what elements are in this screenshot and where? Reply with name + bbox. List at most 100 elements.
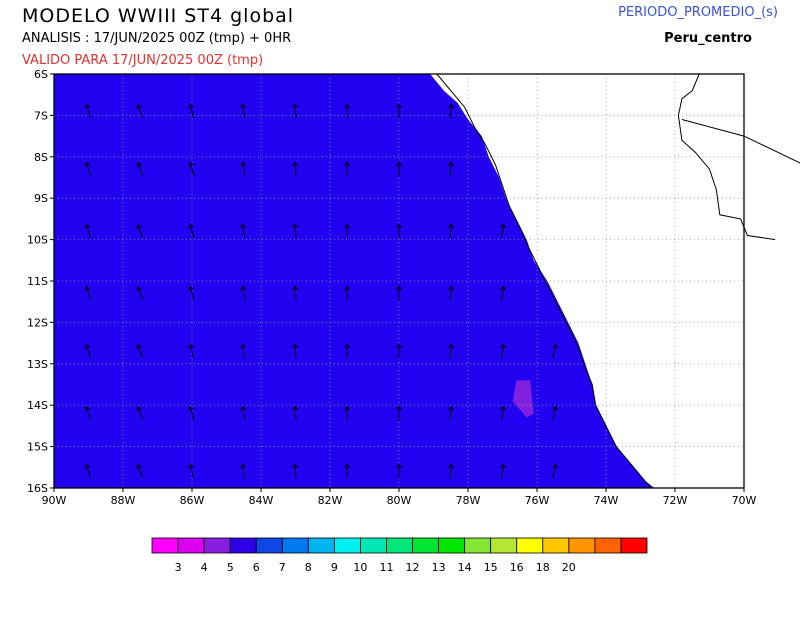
wave-direction-arrow (136, 103, 144, 119)
lat-tick-label: 16S (27, 482, 48, 495)
colorbar-label: 16 (510, 561, 524, 574)
region-name: Peru_centro (664, 31, 752, 46)
wave-direction-arrow (292, 161, 299, 177)
wave-direction-arrow (552, 463, 558, 479)
wave-direction-arrow (500, 405, 506, 421)
colorbar-label: 8 (305, 561, 312, 574)
wave-direction-arrow (344, 463, 351, 479)
wave-direction-arrow (552, 343, 558, 359)
colorbar-label: 20 (562, 561, 576, 574)
low-period-patch (512, 380, 534, 418)
lon-tick-label: 90W (42, 494, 67, 507)
colorbar-label: 7 (279, 561, 286, 574)
colorbar-swatch (568, 537, 596, 554)
colorbar-label: 6 (253, 561, 260, 574)
wave-direction-arrow (188, 343, 195, 359)
wave-direction-arrow (292, 103, 299, 119)
colorbar-label: 11 (380, 561, 394, 574)
wave-direction-arrow (84, 161, 92, 177)
wave-direction-arrow (448, 463, 454, 479)
lon-tick-label: 76W (525, 494, 550, 507)
lon-tick-label: 80W (387, 494, 412, 507)
wave-direction-arrow (84, 406, 92, 421)
wave-direction-arrow (240, 285, 247, 301)
wave-direction-arrow (84, 463, 92, 479)
wave-direction-arrow (344, 161, 351, 177)
colorbar-label: 12 (406, 561, 420, 574)
country-border (681, 119, 800, 164)
chart-title: MODELO WWIII ST4 global (22, 5, 295, 27)
wave-direction-arrow (344, 285, 351, 301)
wave-direction-arrow (240, 223, 247, 239)
wave-direction-arrow (344, 103, 351, 119)
wave-direction-arrow (396, 343, 402, 359)
wave-direction-arrow (396, 103, 402, 119)
wave-direction-arrow (240, 103, 247, 119)
colorbar-swatch (464, 537, 492, 554)
lat-tick-label: 7S (34, 109, 48, 122)
wave-direction-arrow (396, 463, 402, 479)
wave-direction-arrow (240, 161, 247, 177)
wave-direction-arrow (292, 223, 299, 239)
analysis-time: ANALISIS : 17/JUN/2025 00Z (tmp) + 0HR (22, 31, 292, 46)
wave-direction-arrow (292, 285, 299, 301)
wave-direction-arrow (292, 463, 299, 479)
wave-direction-arrow (240, 463, 247, 479)
colorbar-swatch (333, 537, 361, 554)
colorbar-swatch (151, 537, 179, 554)
colorbar-label: 15 (484, 561, 498, 574)
lat-tick-label: 10S (27, 234, 48, 247)
colorbar-swatch (177, 537, 205, 554)
wave-direction-arrow (188, 161, 195, 177)
lat-tick-label: 14S (27, 399, 48, 412)
lon-tick-label: 84W (249, 494, 274, 507)
wave-direction-arrow (188, 223, 195, 239)
wave-direction-arrow (448, 343, 454, 359)
wave-direction-arrow (500, 285, 506, 301)
wave-direction-arrow (240, 405, 247, 421)
wave-direction-arrow (240, 343, 247, 359)
wave-direction-arrow (500, 463, 506, 479)
lon-tick-label: 70W (732, 494, 757, 507)
colorbar-swatch (255, 537, 283, 554)
wave-direction-arrow (396, 161, 402, 177)
wave-direction-arrow (344, 405, 351, 421)
lat-tick-label: 12S (27, 316, 48, 329)
wave-direction-arrow (188, 103, 195, 119)
wave-direction-arrow (500, 343, 506, 359)
valid-time: VALIDO PARA 17/JUN/2025 00Z (tmp) (22, 53, 264, 68)
wave-direction-arrow (552, 405, 558, 421)
colorbar-label: 5 (227, 561, 234, 574)
wave-direction-arrow (84, 103, 92, 119)
colorbar-swatch (542, 537, 570, 554)
wave-direction-arrow (396, 285, 402, 301)
lon-tick-label: 82W (318, 494, 343, 507)
colorbar-label: 4 (201, 561, 208, 574)
colorbar-swatch (229, 537, 257, 554)
lat-tick-label: 9S (34, 192, 48, 205)
wave-direction-arrow (344, 223, 351, 239)
wave-direction-arrow (188, 405, 195, 421)
colorbar-swatch (386, 537, 413, 554)
colorbar-label: 18 (536, 561, 550, 574)
wave-direction-arrow (500, 223, 506, 239)
wave-direction-arrow (292, 405, 299, 421)
wave-direction-arrow (84, 285, 92, 301)
wave-direction-arrow (188, 285, 195, 301)
wave-direction-arrow (448, 103, 454, 119)
wave-direction-arrow (136, 223, 144, 239)
coastline (436, 73, 652, 489)
colorbar-label: 10 (353, 561, 367, 574)
wave-direction-arrow (136, 344, 144, 359)
lat-tick-label: 13S (27, 358, 48, 371)
wave-direction-arrow (344, 343, 351, 359)
wave-direction-arrow (292, 343, 299, 359)
wave-direction-arrow (448, 161, 454, 177)
wave-direction-arrow (136, 161, 144, 176)
parameter-name: PERIODO_PROMEDIO_(s) (618, 5, 778, 20)
wave-direction-arrow (188, 463, 195, 479)
wave-direction-arrow (136, 406, 144, 421)
wave-direction-arrow (84, 343, 92, 359)
colorbar-swatch (438, 537, 466, 554)
wave-direction-arrow (448, 405, 454, 421)
